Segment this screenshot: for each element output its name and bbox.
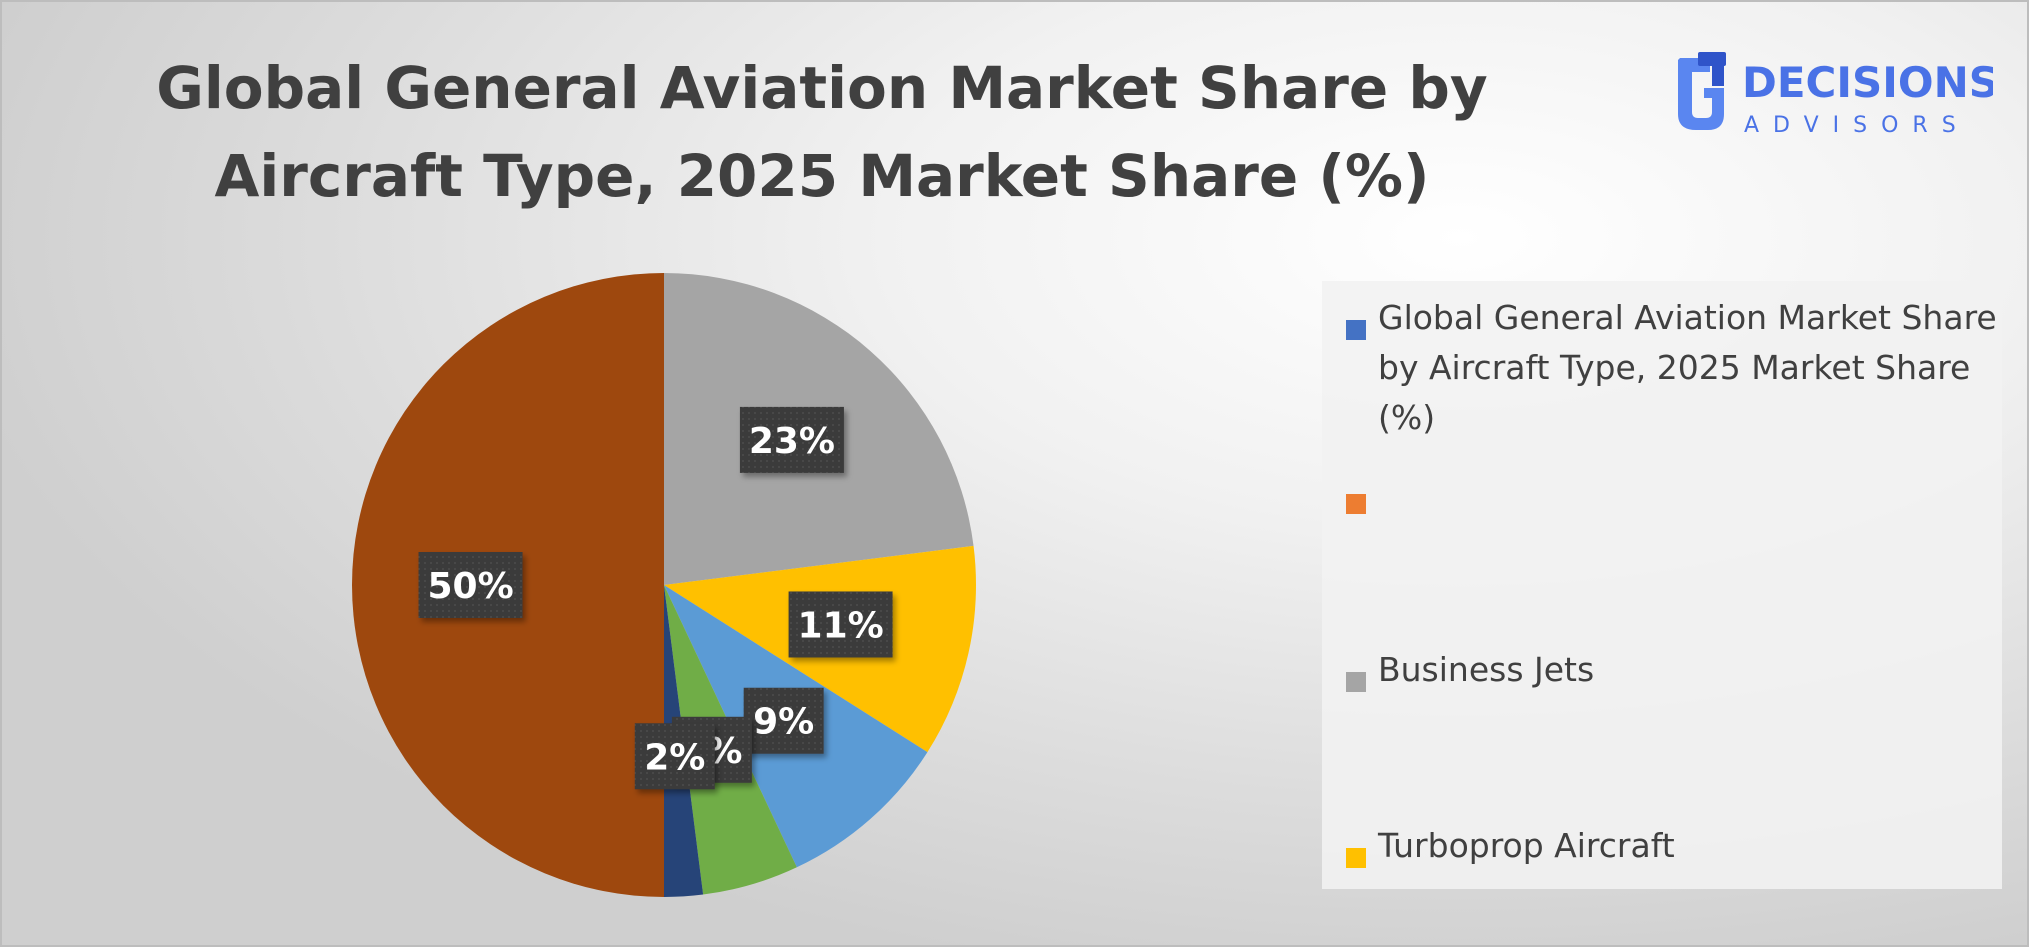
legend-label: Business Jets <box>1378 650 1595 689</box>
data-label-text: 50% <box>427 566 513 607</box>
data-label-box <box>788 591 893 658</box>
data-label-1: 11% <box>788 591 893 658</box>
data-label-text: 23% <box>749 421 835 462</box>
data-label-5: 50% <box>418 552 523 618</box>
chart-title: Global General Aviation Market Share by … <box>156 54 1488 210</box>
data-label-0: 23% <box>739 406 844 473</box>
data-label-box <box>743 687 824 754</box>
legend-swatch <box>1346 494 1366 514</box>
legend: Global General Aviation Market Share by … <box>1322 281 2002 889</box>
logo-word-decisions: DECISIONS <box>1742 58 1993 107</box>
data-label-text: 11% <box>798 605 884 646</box>
legend-swatch <box>1346 848 1366 868</box>
legend-label: Global General Aviation Market Share by … <box>1378 298 1997 437</box>
logo-word-advisors: ADVISORS <box>1744 113 1970 138</box>
data-label-text: 2% <box>644 737 705 778</box>
data-label-box <box>634 723 715 790</box>
data-label-4: 2% <box>634 723 715 790</box>
decisions-advisors-logo: DECISIONS ADVISORS <box>1678 52 1993 138</box>
data-label-text: 9% <box>753 702 814 743</box>
data-label-box <box>418 552 523 618</box>
data-label-box <box>739 406 844 473</box>
legend-swatch <box>1346 320 1366 340</box>
data-label-2: 9% <box>743 687 824 754</box>
legend-swatch <box>1346 672 1366 692</box>
logo-mark-icon <box>1678 52 1726 130</box>
legend-label: Turboprop Aircraft <box>1378 826 1675 865</box>
